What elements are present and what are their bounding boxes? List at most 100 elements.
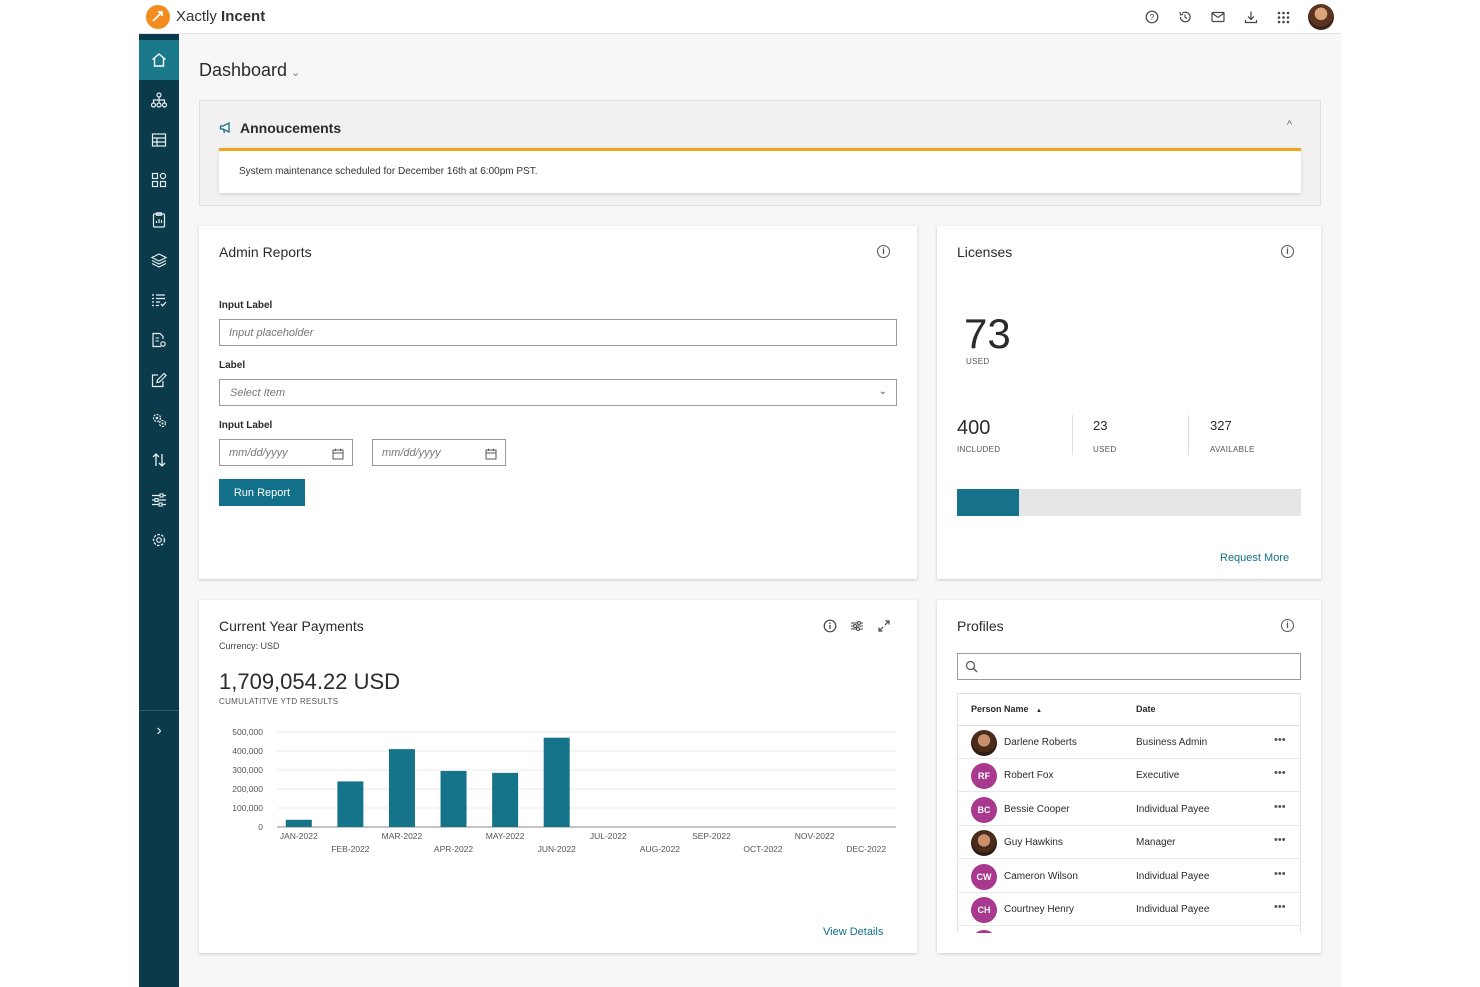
person-name: Darlene Roberts — [1004, 737, 1077, 748]
search-icon — [965, 660, 978, 678]
avatar: CH — [971, 897, 997, 923]
info-icon[interactable]: i — [1281, 245, 1294, 258]
top-icon-bar: ? — [1135, 4, 1334, 30]
info-icon[interactable]: i — [877, 245, 890, 258]
more-options-icon[interactable]: ••• — [1274, 800, 1286, 813]
apps-grid-icon[interactable] — [1267, 4, 1300, 30]
user-avatar[interactable] — [1308, 4, 1334, 30]
layers-icon[interactable] — [139, 240, 179, 280]
more-options-icon[interactable]: ••• — [1274, 901, 1286, 913]
person-name: Guy Hawkins — [1004, 837, 1063, 849]
info-icon[interactable] — [823, 619, 837, 638]
x-tick-label: AUG-2022 — [640, 844, 680, 854]
doc-settings-icon[interactable] — [139, 320, 179, 360]
divider — [1188, 415, 1189, 455]
history-icon[interactable] — [1168, 4, 1201, 30]
table-row[interactable]: Guy Hawkins Manager ••• — [958, 826, 1300, 860]
run-report-button[interactable]: Run Report — [219, 479, 305, 506]
report-select[interactable]: Select Item ⌄ — [219, 379, 897, 406]
expand-sidebar-button[interactable]: › — [156, 722, 162, 739]
more-options-icon[interactable]: ••• — [1274, 834, 1286, 847]
widgets-icon[interactable] — [139, 160, 179, 200]
licenses-available-value: 327 — [1210, 418, 1232, 433]
org-chart-icon[interactable] — [139, 80, 179, 120]
end-date-placeholder: mm/dd/yyyy — [382, 447, 441, 459]
brand-name-bold: Incent — [221, 8, 266, 25]
y-tick-label: 100,000 — [232, 803, 263, 813]
person-name: Cameron Wilson — [1004, 870, 1078, 882]
person-role: Manager — [1136, 837, 1176, 849]
sort-ascending-icon[interactable]: ▲ — [1036, 708, 1042, 714]
licenses-progress-bar — [957, 489, 1301, 516]
licenses-used-total: 73 — [964, 310, 1011, 357]
avatar — [971, 930, 997, 933]
profiles-card: Profiles i Person Name ▲ Date Darlene Ro… — [937, 600, 1321, 953]
avatar — [971, 730, 997, 756]
more-options-icon[interactable]: ••• — [1274, 767, 1286, 780]
transfer-icon[interactable] — [139, 440, 179, 480]
table-row[interactable]: BC Bessie Cooper Individual Payee ••• — [958, 793, 1300, 826]
licenses-used-caption: USED — [1093, 445, 1117, 454]
end-date-field[interactable]: mm/dd/yyyy — [372, 439, 506, 466]
licenses-included-value: 400 — [957, 417, 991, 439]
x-tick-label: OCT-2022 — [743, 844, 782, 854]
x-tick-label: MAR-2022 — [382, 831, 423, 841]
info-icon[interactable]: i — [1281, 619, 1294, 632]
calendar-icon[interactable] — [332, 447, 344, 465]
more-options-icon[interactable]: ••• — [1274, 867, 1286, 880]
table-row[interactable]: CW Cameron Wilson Individual Payee ••• — [958, 860, 1300, 893]
y-tick-label: 400,000 — [232, 746, 263, 756]
bar-jun-2022 — [543, 737, 570, 827]
gear-multi-icon[interactable] — [139, 400, 179, 440]
xactly-logo-icon[interactable] — [146, 5, 170, 29]
report-text-input[interactable] — [219, 319, 897, 346]
view-details-link[interactable]: View Details — [823, 926, 884, 938]
person-role: Individual Payee — [1136, 870, 1210, 882]
payments-title: Current Year Payments — [219, 618, 364, 634]
x-tick-label: MAY-2022 — [486, 831, 525, 841]
megaphone-icon — [219, 121, 233, 139]
x-tick-label: JAN-2022 — [280, 831, 318, 841]
announcement-message: System maintenance scheduled for Decembe… — [239, 166, 538, 177]
admin-reports-card: Admin Reports i Input Label Label Select… — [199, 226, 917, 579]
clipboard-icon[interactable] — [139, 200, 179, 240]
download-icon[interactable] — [1234, 4, 1267, 30]
chevron-down-icon[interactable]: ⌄ — [291, 67, 301, 79]
table-row[interactable]: RF Robert Fox Executive ••• — [958, 759, 1300, 793]
table-icon[interactable] — [139, 120, 179, 160]
avatar — [971, 830, 997, 857]
sidebar-divider — [139, 710, 179, 711]
y-tick-label: 0 — [258, 822, 263, 832]
announcements-title: Annoucements — [240, 120, 342, 136]
admin-reports-title: Admin Reports — [219, 244, 312, 260]
sliders-icon[interactable] — [139, 480, 179, 520]
more-options-icon[interactable]: ••• — [1274, 734, 1286, 746]
column-header-person-name[interactable]: Person Name ▲ — [971, 704, 1042, 714]
table-row[interactable]: Darlene Roberts Business Admin ••• — [958, 726, 1300, 759]
settings-icon[interactable] — [139, 520, 179, 560]
select-placeholder: Select Item — [230, 387, 286, 399]
expand-icon[interactable] — [877, 619, 891, 638]
collapse-icon[interactable]: ^ — [1286, 119, 1292, 131]
edit-doc-icon[interactable] — [139, 360, 179, 400]
column-name-label: Person Name — [971, 704, 1029, 714]
column-header-date[interactable]: Date — [1136, 704, 1156, 714]
person-name: Robert Fox — [1004, 770, 1054, 782]
chevron-down-icon: ⌄ — [878, 386, 887, 397]
mail-icon[interactable] — [1201, 4, 1234, 30]
start-date-field[interactable]: mm/dd/yyyy — [219, 439, 353, 466]
request-more-link[interactable]: Request More — [1220, 552, 1290, 564]
list-check-icon[interactable] — [139, 280, 179, 320]
x-tick-label: JUL-2022 — [590, 831, 627, 841]
page-title[interactable]: Dashboard ⌄ — [199, 60, 300, 81]
x-tick-label: NOV-2022 — [795, 831, 835, 841]
payments-currency: Currency: USD — [219, 641, 280, 651]
x-tick-label: JUN-2022 — [538, 844, 577, 854]
avatar: CW — [971, 863, 997, 890]
help-icon[interactable]: ? — [1135, 4, 1168, 30]
home-icon[interactable] — [139, 40, 179, 80]
table-row[interactable]: CH Courtney Henry Individual Payee ••• — [958, 893, 1300, 926]
filter-sliders-icon[interactable] — [850, 619, 864, 638]
profiles-search-input[interactable] — [957, 653, 1301, 680]
calendar-icon[interactable] — [485, 447, 497, 465]
